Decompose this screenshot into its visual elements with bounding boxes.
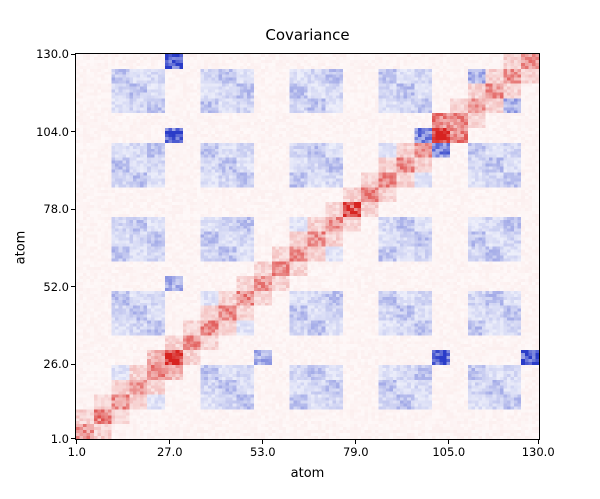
y-tick-label: 1.0 <box>50 431 69 446</box>
y-axis-label: atom <box>13 230 29 265</box>
y-tick-mark <box>71 286 75 288</box>
x-tick-mark <box>537 440 539 444</box>
x-tick-label: 130.0 <box>521 445 555 459</box>
x-tick-mark <box>169 440 171 444</box>
plot-frame <box>75 53 540 440</box>
x-tick-label: 1.0 <box>67 445 86 459</box>
y-tick-label: 52.0 <box>43 279 69 294</box>
y-tick-mark <box>71 208 75 210</box>
y-tick-mark <box>71 53 75 55</box>
x-tick-mark <box>355 440 357 444</box>
y-tick-mark <box>71 438 75 439</box>
x-tick-label: 105.0 <box>432 445 466 459</box>
x-tick-mark <box>448 440 450 444</box>
x-tick-label: 53.0 <box>249 445 276 459</box>
x-tick-mark <box>262 440 264 444</box>
y-tick-label: 78.0 <box>43 202 69 217</box>
y-tick-label: 26.0 <box>43 357 69 372</box>
y-tick-label: 104.0 <box>36 124 69 139</box>
x-tick-label: 79.0 <box>342 445 369 459</box>
x-tick-mark <box>76 440 78 444</box>
x-axis-label: atom <box>290 466 325 481</box>
y-tick-label: 130.0 <box>36 47 69 62</box>
x-tick-label: 27.0 <box>156 445 183 459</box>
y-tick-mark <box>71 363 75 365</box>
y-tick-mark <box>71 131 75 133</box>
covariance-heatmap-canvas <box>76 54 539 439</box>
chart-title: Covariance <box>265 26 350 44</box>
